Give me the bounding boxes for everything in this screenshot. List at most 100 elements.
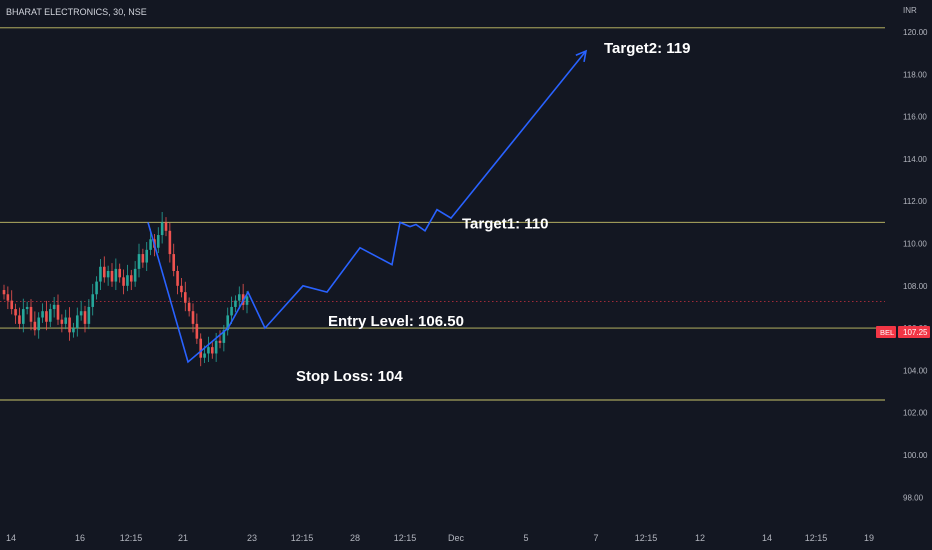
candle (91, 283, 95, 316)
y-tick-label: 100.00 (903, 451, 928, 460)
candle (129, 269, 133, 291)
y-tick-label: 110.00 (903, 240, 927, 249)
candle (72, 322, 75, 338)
candle (60, 314, 64, 333)
y-tick-label: 114.00 (903, 155, 927, 164)
annotation-2: Entry Level: 106.50 (328, 313, 464, 330)
candle (79, 300, 83, 321)
annotation-3: Stop Loss: 104 (296, 368, 403, 385)
candle (110, 263, 114, 287)
x-tick-label: 12:15 (805, 533, 828, 543)
x-tick-label: 21 (178, 533, 188, 543)
candle (99, 258, 102, 291)
y-tick-label: 102.00 (903, 409, 928, 418)
candle (156, 227, 160, 254)
price-axis[interactable]: 98.00100.00102.00104.00106.00108.00110.0… (903, 0, 928, 502)
candle (164, 217, 168, 237)
candle (183, 281, 187, 312)
candle (180, 277, 183, 298)
x-tick-label: 14 (6, 533, 16, 543)
candle (33, 311, 37, 336)
candle (25, 301, 29, 315)
last-price-tag: BEL 107.25 (876, 326, 930, 338)
y-tick-label: 108.00 (903, 282, 928, 291)
price-tag-value: 107.25 (903, 328, 928, 337)
time-axis[interactable]: 14 16 12:15 21 23 12:15 28 12:15 Dec 5 7 12:15 12 14 1… (6, 533, 874, 543)
candle (118, 263, 122, 283)
candle (75, 307, 79, 337)
candle (199, 333, 203, 367)
candle (102, 256, 106, 283)
candle (191, 303, 195, 333)
candle (207, 336, 210, 362)
annotation-1: Target1: 110 (462, 216, 548, 233)
candle (160, 211, 164, 244)
candle (210, 341, 214, 359)
candle (14, 303, 17, 324)
candle (230, 296, 233, 324)
projection-line[interactable] (147, 50, 587, 364)
candle (10, 290, 14, 315)
currency-label: INR (903, 6, 917, 15)
candle (45, 300, 48, 331)
y-tick-label: 120.00 (903, 28, 928, 37)
y-tick-label: 98.00 (903, 493, 924, 502)
x-tick-label: 16 (75, 533, 85, 543)
arrow-head-icon (575, 49, 588, 63)
y-tick-label: 116.00 (903, 113, 927, 122)
candle (41, 303, 44, 323)
candle (133, 261, 137, 287)
candle (122, 269, 125, 295)
x-tick-label: 28 (350, 533, 360, 543)
x-tick-label: Dec (448, 533, 465, 543)
y-tick-label: 104.00 (903, 366, 928, 375)
candle (172, 243, 176, 277)
candle (145, 242, 149, 271)
x-tick-label: 12:15 (291, 533, 314, 543)
candle (222, 324, 226, 352)
candle (187, 297, 191, 317)
candle (226, 307, 230, 336)
price-tag-bg (898, 326, 930, 338)
candle (95, 276, 98, 300)
annotation-0: Target2: 119 (604, 40, 690, 57)
candle (64, 309, 68, 330)
symbol-tag-bg (876, 326, 896, 338)
x-tick-label: 12:15 (120, 533, 143, 543)
candle (83, 305, 87, 333)
candle (234, 295, 237, 313)
y-tick-label: 118.00 (903, 70, 927, 79)
candle (37, 312, 41, 339)
x-tick-label: 5 (523, 533, 528, 543)
x-tick-label: 12:15 (394, 533, 417, 543)
candle (52, 297, 56, 318)
candle (218, 330, 222, 349)
candle (176, 265, 179, 295)
x-tick-label: 12:15 (635, 533, 658, 543)
annotations: Target2: 119 Target1: 110 Entry Level: 106… (296, 40, 690, 385)
candle (48, 303, 52, 328)
symbol-tag: BEL (880, 328, 894, 337)
candle (68, 307, 71, 341)
x-tick-label: 7 (593, 533, 598, 543)
candle (137, 243, 141, 278)
y-tick-label: 112.00 (903, 197, 927, 206)
candle (168, 222, 172, 263)
candlesticks[interactable] (2, 211, 249, 367)
candle (2, 284, 6, 300)
projection-path[interactable] (147, 49, 588, 364)
candle (114, 258, 118, 291)
candle (6, 286, 10, 310)
candle (21, 298, 25, 333)
candle (87, 299, 91, 330)
candle (195, 313, 199, 344)
candle (106, 265, 110, 286)
candle (18, 307, 21, 330)
x-tick-label: 23 (247, 533, 257, 543)
horizontal-levels[interactable] (0, 27, 885, 401)
candle (29, 299, 33, 331)
candle (126, 264, 129, 292)
chart-title: BHARAT ELECTRONICS, 30, NSE (6, 7, 147, 17)
x-tick-label: 14 (762, 533, 772, 543)
